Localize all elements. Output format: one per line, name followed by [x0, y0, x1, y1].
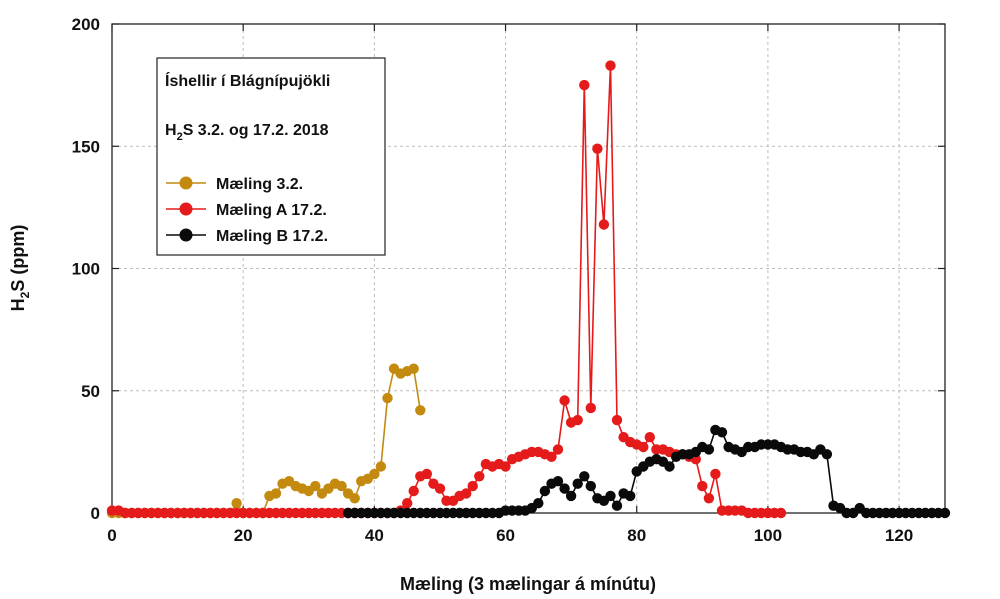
data-point: [585, 402, 596, 414]
x-tick-label: 40: [365, 526, 384, 545]
legend-label: Mæling 3.2.: [216, 176, 303, 193]
legend-entry: Mæling A 17.2.: [166, 202, 327, 219]
data-point: [716, 427, 728, 438]
data-point: [408, 363, 419, 374]
subtitle-suffix: S 3.2. og 17.2. 2018: [183, 122, 329, 139]
y-tick-label: 100: [72, 260, 100, 279]
y-tick-label: 200: [72, 15, 100, 34]
data-point: [703, 493, 715, 504]
data-point: [605, 60, 616, 71]
data-point: [270, 488, 282, 499]
data-point: [415, 405, 426, 416]
data-point: [821, 449, 833, 460]
x-tick-label: 80: [627, 526, 646, 545]
data-point: [402, 498, 413, 509]
data-point: [474, 471, 485, 482]
data-point: [533, 498, 544, 509]
data-point: [710, 468, 721, 480]
data-point: [539, 485, 551, 497]
data-point: [461, 488, 472, 499]
data-point: [552, 444, 564, 455]
legend-entry: Mæling B 17.2.: [166, 228, 328, 245]
data-point: [644, 432, 655, 443]
data-point: [382, 392, 393, 404]
y-tick-label: 0: [91, 504, 100, 523]
data-point: [611, 414, 623, 426]
data-point: [467, 480, 478, 492]
data-point: [598, 219, 610, 230]
data-point: [310, 480, 321, 492]
data-point: [664, 461, 675, 472]
y-tick-label: 50: [81, 382, 100, 401]
data-point: [611, 500, 623, 511]
data-point: [572, 414, 583, 426]
data-point: [500, 461, 511, 472]
axis-ticks: 0 20 40 60 80 100 120 0 50 100 150 200: [72, 15, 945, 545]
data-point: [559, 483, 570, 494]
series-group: [106, 60, 951, 519]
data-point: [775, 507, 787, 519]
series-m-ling-b-17-2: [342, 424, 951, 519]
y-title-subscript: 2: [18, 291, 32, 298]
chart-subtitle: H2S 3.2. og 17.2. 2018: [165, 122, 329, 143]
x-tick-label: 120: [885, 526, 913, 545]
data-point: [552, 476, 564, 487]
y-title-suffix: S (ppm): [8, 225, 28, 292]
data-point: [605, 490, 616, 502]
data-point: [408, 485, 419, 497]
series-m-ling-3-2: [106, 363, 426, 519]
legend-label: Mæling A 17.2.: [216, 202, 327, 219]
data-point: [572, 478, 583, 489]
legend-marker: [179, 228, 193, 242]
data-point: [585, 480, 596, 492]
data-point: [565, 490, 577, 502]
x-tick-label: 0: [107, 526, 116, 545]
subtitle-prefix: H: [165, 122, 177, 139]
y-tick-label: 150: [72, 137, 100, 156]
data-point: [592, 143, 603, 154]
legend-marker: [179, 202, 193, 216]
data-point: [625, 490, 636, 502]
y-axis-title: H2S (ppm): [8, 225, 32, 312]
legend-box: [156, 57, 386, 256]
data-point: [579, 471, 590, 482]
y-title-prefix: H: [8, 298, 28, 311]
legend-label: Mæling B 17.2.: [216, 228, 328, 245]
data-point: [579, 79, 590, 91]
legend-entry: Mæling 3.2.: [166, 176, 303, 193]
data-point: [697, 480, 708, 492]
legend-entries: Mæling 3.2. Mæling A 17.2. Mæling B 17.2.: [166, 176, 328, 245]
data-point: [375, 461, 387, 472]
x-tick-label: 100: [754, 526, 782, 545]
data-point: [638, 441, 649, 453]
data-point: [546, 451, 557, 462]
data-point: [434, 483, 446, 494]
data-point: [559, 395, 570, 406]
data-point: [349, 493, 360, 504]
data-point: [421, 468, 432, 480]
data-point: [231, 498, 242, 509]
x-axis-title: Mæling (3 mælingar á mínútu): [400, 574, 656, 594]
data-point: [939, 507, 951, 519]
data-point: [336, 480, 347, 492]
x-tick-label: 60: [496, 526, 515, 545]
subtitle-subscript: 2: [177, 131, 183, 143]
data-point: [369, 468, 380, 480]
data-point: [703, 444, 715, 455]
chart-title: Íshellir í Blágnípujökli: [165, 71, 330, 90]
x-tick-label: 20: [234, 526, 253, 545]
legend-marker: [179, 176, 193, 190]
